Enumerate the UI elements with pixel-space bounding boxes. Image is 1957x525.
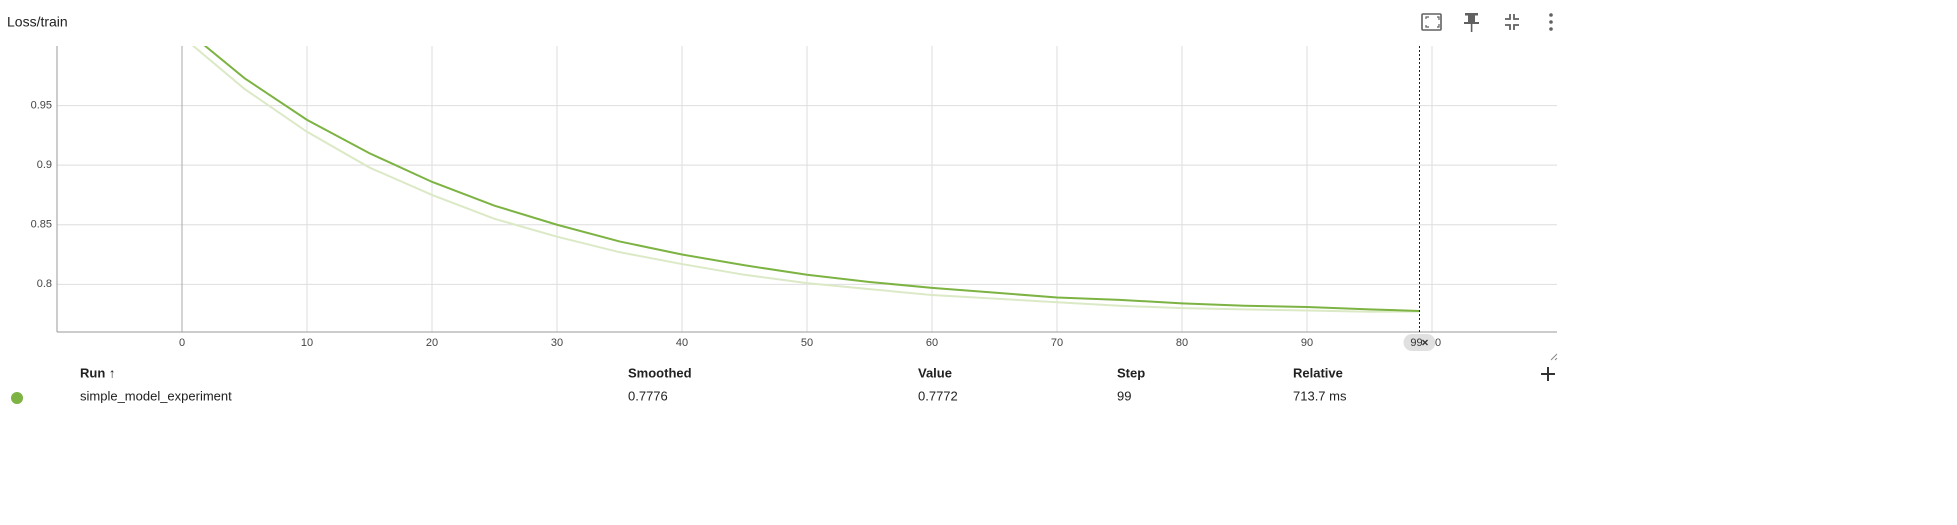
add-column-button[interactable] [1541, 367, 1555, 381]
more-button[interactable] [1549, 13, 1553, 31]
plot: 0.80.850.90.95010203040506070809010099 [31, 46, 1557, 351]
column-header: Run ↑ [80, 365, 115, 380]
pin-button[interactable] [1464, 13, 1479, 32]
hover-close [1422, 339, 1428, 346]
raw-line [191, 46, 1420, 313]
resize-handle[interactable] [1550, 353, 1558, 361]
raw-value: 0.7772 [918, 388, 958, 403]
fit-domain-button[interactable] [1421, 13, 1442, 31]
x-tick-label: 0 [179, 337, 185, 349]
run-name: simple_model_experiment [80, 388, 232, 403]
smoothed-value: 0.7776 [628, 388, 668, 403]
y-tick-label: 0.9 [37, 159, 52, 171]
hover-step-label: 99 [1410, 337, 1422, 349]
x-tick-label: 50 [801, 337, 813, 349]
x-tick-label: 10 [301, 337, 313, 349]
column-header: Value [918, 365, 952, 380]
y-tick-label: 0.95 [31, 99, 52, 111]
y-tick-label: 0.8 [37, 278, 52, 290]
x-tick-label: 30 [551, 337, 563, 349]
relative-value: 713.7 ms [1293, 388, 1347, 403]
x-tick-label: 90 [1301, 337, 1313, 349]
y-tick-label: 0.85 [31, 219, 52, 231]
column-header: Smoothed [628, 365, 692, 380]
run-color-dot[interactable] [11, 392, 23, 404]
step-value: 99 [1117, 388, 1131, 403]
column-header: Step [1117, 365, 1145, 380]
runs-table: simple_model_experiment 0.7776 0.7772 99… [11, 353, 1558, 404]
x-tick-label: 70 [1051, 337, 1063, 349]
x-tick-label: 60 [926, 337, 938, 349]
x-tick-label: 80 [1176, 337, 1188, 349]
card-title: Loss/train [7, 14, 68, 30]
hover-badge [1403, 334, 1436, 351]
column-header: Relative [1293, 365, 1343, 380]
x-tick-label: 40 [676, 337, 688, 349]
collapse-button[interactable] [1505, 14, 1519, 30]
x-tick-label: 20 [426, 337, 438, 349]
smoothed-line [203, 46, 1420, 313]
